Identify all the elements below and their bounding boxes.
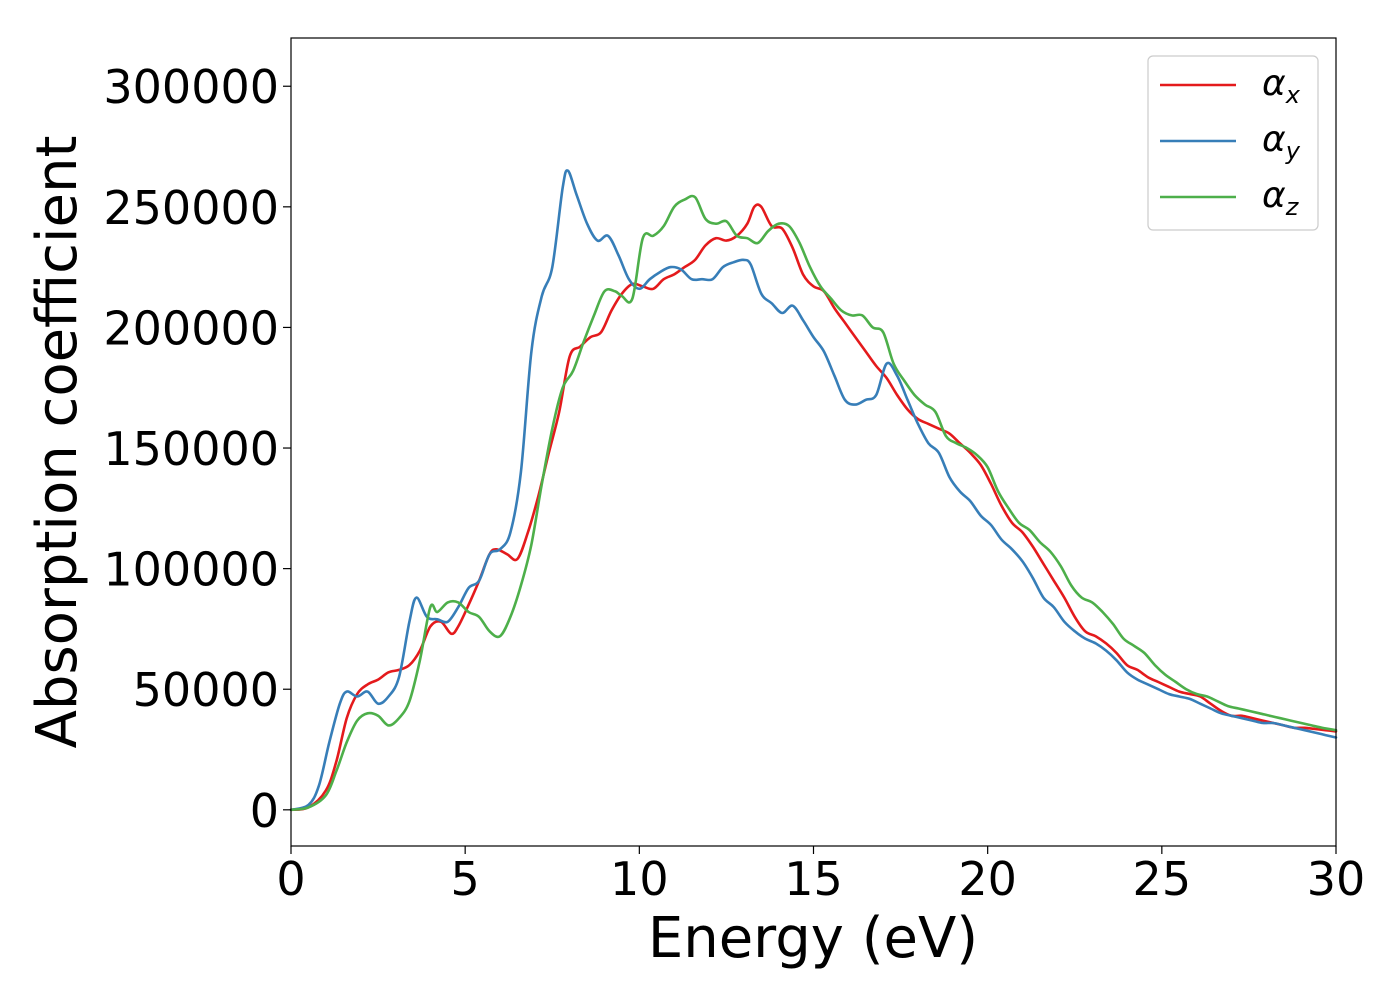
x-axis-label: Energy (eV) <box>648 906 978 971</box>
y-tick-label: 0 <box>250 784 279 838</box>
y-tick-label: 300000 <box>103 60 279 114</box>
x-tick-label: 5 <box>451 852 480 906</box>
x-tick-label: 20 <box>958 852 1017 906</box>
y-tick-label: 50000 <box>133 663 279 717</box>
legend-box <box>1147 55 1319 231</box>
x-tick-label: 15 <box>784 852 843 906</box>
y-tick-label: 200000 <box>103 301 279 355</box>
series-line-x <box>289 203 1338 812</box>
series-layer <box>289 169 1338 812</box>
y-axis-label: Absorption coefficient <box>25 136 90 749</box>
y-tick-label: 100000 <box>103 543 279 597</box>
y-tick-label: 150000 <box>103 422 279 476</box>
series-line-y <box>289 169 1338 812</box>
y-axis-ticks: 0 50000 100000 150000 200000 250000 300000 <box>103 60 291 838</box>
x-tick-label: 0 <box>276 852 305 906</box>
x-tick-label: 25 <box>1133 852 1192 906</box>
series-line-z <box>289 194 1338 812</box>
y-tick-label: 250000 <box>103 181 279 235</box>
x-axis-ticks: 0 5 10 15 20 25 30 <box>276 846 1365 906</box>
x-tick-label: 10 <box>610 852 669 906</box>
x-tick-label: 30 <box>1307 852 1366 906</box>
